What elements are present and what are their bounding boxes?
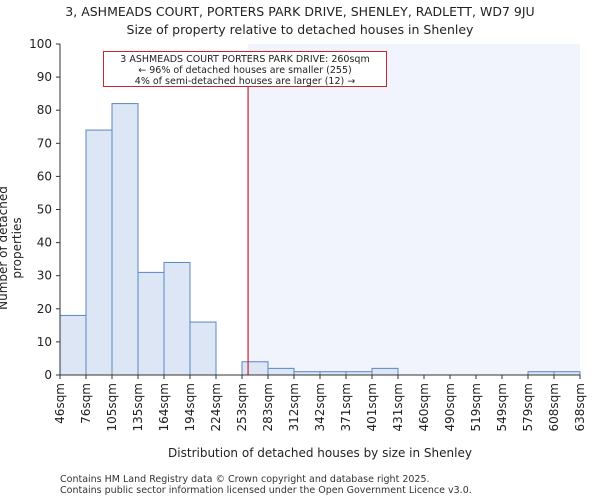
x-tick-label: 342sqm [313,383,327,431]
x-tick-label: 164sqm [157,383,171,431]
annotation-line-3: 4% of semi-detached houses are larger (1… [134,76,356,87]
x-tick-label: 549sqm [495,383,509,431]
x-axis-label: Distribution of detached houses by size … [168,446,472,460]
x-tick-label: 371sqm [339,383,353,431]
y-axis-label: Number of detached properties [0,186,24,310]
x-tick-label: 76sqm [79,383,93,424]
x-tick-label: 105sqm [105,383,119,431]
y-axis-ticks: 0 10 20 30 40 50 60 70 80 90 100 [29,37,60,382]
y-tick-label: 80 [37,103,52,117]
x-tick-label: 608sqm [547,383,561,431]
bar-401sqm [371,367,399,376]
bars-group [59,103,581,376]
y-tick-label: 90 [37,70,52,84]
x-tick-label: 283sqm [261,383,275,431]
bar-253sqm [241,361,269,376]
y-tick-label: 40 [37,236,52,250]
x-tick-label: 312sqm [287,383,301,431]
bar-76sqm [85,129,113,376]
x-tick-label: 253sqm [235,383,249,431]
y-tick-label: 100 [29,37,52,51]
y-tick-label: 30 [37,269,52,283]
bar-46sqm [59,314,87,376]
bar-283sqm [267,367,295,376]
annotation-line-1: 3 ASHMEADS COURT PORTERS PARK DRIVE: 260… [120,54,370,65]
y-tick-label: 60 [37,169,52,183]
y-tick-label: 10 [37,335,52,349]
footer-line-2: Contains public sector information licen… [60,485,472,496]
chart-subtitle: Size of property relative to detached ho… [126,22,474,37]
x-tick-label: 490sqm [443,383,457,431]
annotation-line-2: ← 96% of detached houses are smaller (25… [138,65,352,76]
bar-164sqm [163,261,191,376]
y-tick-label: 70 [37,136,52,150]
highlight-region [248,44,581,375]
x-tick-label: 431sqm [391,383,405,431]
x-tick-label: 579sqm [521,383,535,431]
annotation-callout: 3 ASHMEADS COURT PORTERS PARK DRIVE: 260… [103,51,387,87]
x-tick-label: 460sqm [417,383,431,431]
bar-105sqm [111,103,139,376]
x-tick-label: 224sqm [209,383,223,431]
x-axis-ticks: 46sqm 76sqm 105sqm 135sqm 164sqm 194sqm 224sqm… [53,375,587,431]
bar-135sqm [137,271,165,376]
footer-line-1: Contains HM Land Registry data © Crown c… [60,474,430,485]
y-tick-label: 20 [37,302,52,316]
x-tick-label: 401sqm [365,383,379,431]
x-tick-label: 46sqm [53,383,67,424]
x-tick-label: 638sqm [573,383,587,431]
bar-194sqm [189,321,217,376]
x-tick-label: 135sqm [131,383,145,431]
x-tick-label: 519sqm [469,383,483,431]
chart-title: 3, ASHMEADS COURT, PORTERS PARK DRIVE, S… [65,4,535,19]
y-tick-label: 50 [37,203,52,217]
x-tick-label: 194sqm [183,383,197,431]
y-tick-label: 0 [44,368,52,382]
